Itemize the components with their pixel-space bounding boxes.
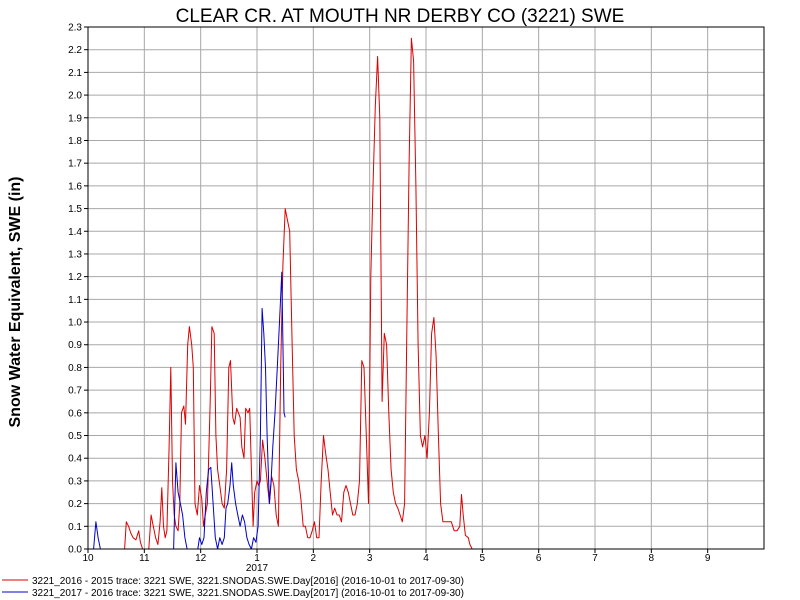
x-tick-label: 5 bbox=[480, 553, 486, 564]
y-tick-label: 2.1 bbox=[68, 68, 82, 79]
series-line-2017 bbox=[93, 271, 286, 550]
y-tick-label: 1.1 bbox=[68, 295, 82, 306]
x-tick-label: 7 bbox=[592, 553, 598, 564]
x-tick-label: 10 bbox=[82, 553, 94, 564]
y-tick-label: 0.5 bbox=[68, 431, 82, 442]
y-tick-label: 1.6 bbox=[68, 181, 82, 192]
y-tick-label: 1.3 bbox=[68, 249, 82, 260]
chart-title: CLEAR CR. AT MOUTH NR DERBY CO (3221) SW… bbox=[176, 6, 625, 27]
legend-label-2017: 3221_2017 - 2016 trace: 3221 SWE, 3221.S… bbox=[32, 588, 464, 599]
y-tick-label: 0.6 bbox=[68, 408, 82, 419]
y-tick-label: 0.1 bbox=[68, 522, 82, 533]
x-tick-label: 4 bbox=[423, 553, 429, 564]
y-tick-label: 1.4 bbox=[68, 227, 82, 238]
grid-lines bbox=[88, 26, 764, 549]
y-tick-label: 0.0 bbox=[68, 545, 82, 556]
x-tick-label: 6 bbox=[536, 553, 542, 564]
x-tick-label: 3 bbox=[367, 553, 373, 564]
x-tick-label: 9 bbox=[705, 553, 711, 564]
y-tick-label: 0.4 bbox=[68, 454, 82, 465]
series-lines bbox=[93, 37, 473, 550]
series-line-2016 bbox=[124, 37, 473, 550]
y-tick-label: 0.3 bbox=[68, 476, 82, 487]
y-tick-label: 1.2 bbox=[68, 272, 82, 283]
x-tick-labels: 10 11 12 1 2 3 4 5 6 7 8 9 bbox=[82, 549, 711, 564]
y-tick-label: 1.5 bbox=[68, 204, 82, 215]
y-tick-label: 0.9 bbox=[68, 340, 82, 351]
x-tick-label: 8 bbox=[649, 553, 655, 564]
y-tick-label: 2.0 bbox=[68, 91, 82, 102]
y-tick-label: 1.8 bbox=[68, 136, 82, 147]
y-tick-labels: 0.0 0.1 0.2 0.3 0.4 0.5 0.6 0.7 0.8 0.9 1.0 1.1 1.2 1… bbox=[68, 23, 88, 556]
y-tick-label: 2.3 bbox=[68, 23, 82, 34]
x-tick-label: 2 bbox=[311, 553, 317, 564]
x-year-label: 2017 bbox=[246, 563, 269, 574]
x-tick-label: 1 bbox=[254, 553, 260, 564]
legend-label-2016: 3221_2016 - 2015 trace: 3221 SWE, 3221.S… bbox=[32, 576, 464, 587]
x-tick-label: 11 bbox=[139, 553, 150, 564]
y-tick-label: 0.8 bbox=[68, 363, 82, 374]
y-tick-label: 2.2 bbox=[68, 45, 82, 56]
y-tick-label: 1.9 bbox=[68, 113, 82, 124]
y-tick-label: 1.7 bbox=[68, 159, 82, 170]
y-tick-label: 1.0 bbox=[68, 318, 82, 329]
legend: 3221_2016 - 2015 trace: 3221 SWE, 3221.S… bbox=[2, 576, 464, 599]
y-tick-label: 0.7 bbox=[68, 386, 82, 397]
y-axis-label: Snow Water Equivalent, SWE (in) bbox=[7, 177, 24, 428]
y-tick-label: 0.2 bbox=[68, 499, 82, 510]
x-tick-label: 12 bbox=[195, 553, 207, 564]
